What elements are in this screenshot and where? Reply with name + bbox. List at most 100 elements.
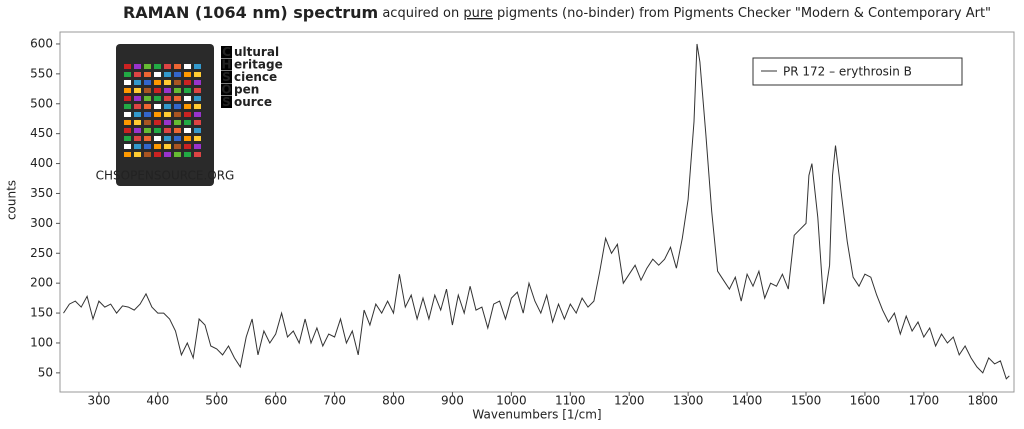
pigment-swatch <box>154 88 161 93</box>
title-underlined: pure <box>463 6 493 21</box>
pigment-swatch <box>184 88 191 93</box>
pigment-swatch <box>144 112 151 117</box>
pigment-swatch <box>134 128 141 133</box>
inset-footer: CHSOPENSOURCE.ORG <box>96 169 235 183</box>
pigment-swatch <box>194 120 201 125</box>
title-bold: RAMAN (1064 nm) spectrum <box>123 3 378 22</box>
pigment-swatch <box>134 80 141 85</box>
title-text: acquired on <box>378 6 463 21</box>
pigment-swatch <box>144 64 151 69</box>
x-axis-label: Wavenumbers [1/cm] <box>472 408 601 422</box>
pigment-swatch <box>174 104 181 109</box>
spectrum-line <box>63 43 1010 380</box>
pigment-swatch <box>194 136 201 141</box>
pigment-swatch <box>144 128 151 133</box>
y-tick-label: 100 <box>30 335 53 349</box>
pigment-swatch <box>164 80 171 85</box>
inset-letter: C <box>222 45 231 59</box>
pigment-swatch <box>124 144 131 149</box>
x-tick-label: 1700 <box>909 394 940 408</box>
inset-word: pen <box>234 83 259 97</box>
pigment-swatch <box>164 64 171 69</box>
pigment-swatch <box>184 136 191 141</box>
x-tick-label: 1000 <box>496 394 527 408</box>
pigment-swatch <box>184 80 191 85</box>
pigment-swatch <box>164 88 171 93</box>
pigment-swatch <box>124 112 131 117</box>
letter-box <box>221 96 232 108</box>
pigment-swatch <box>124 88 131 93</box>
pigment-swatch <box>164 112 171 117</box>
pigment-swatch <box>154 144 161 149</box>
pigment-swatch <box>144 104 151 109</box>
inset-word: ultural <box>234 45 279 59</box>
pigment-swatch <box>164 152 171 157</box>
inset-letter: O <box>221 83 231 97</box>
inset-letter: S <box>222 70 231 84</box>
x-tick-label: 800 <box>382 394 405 408</box>
plot-frame <box>59 31 1015 393</box>
letter-box <box>221 83 232 96</box>
pigment-swatch <box>194 112 201 117</box>
pigment-swatch <box>174 120 181 125</box>
pigment-swatch <box>164 128 171 133</box>
pigment-swatch <box>194 104 201 109</box>
pigment-swatch <box>164 104 171 109</box>
letter-box <box>221 58 232 71</box>
pigment-swatch <box>174 128 181 133</box>
pigment-swatch <box>174 144 181 149</box>
pigment-swatch <box>194 96 201 101</box>
y-tick-label: 450 <box>30 126 53 140</box>
pigment-swatch <box>184 128 191 133</box>
pigment-swatch <box>134 136 141 141</box>
pigment-swatch <box>134 112 141 117</box>
pigment-swatch <box>154 72 161 77</box>
pigment-swatch <box>184 112 191 117</box>
pigment-swatch <box>124 104 131 109</box>
y-tick-label: 350 <box>30 186 53 200</box>
x-tick-label: 600 <box>264 394 287 408</box>
x-tick-label: 1300 <box>673 394 704 408</box>
pigment-swatch <box>144 120 151 125</box>
y-tick-label: 500 <box>30 96 53 110</box>
pigment-swatch <box>124 96 131 101</box>
pigment-swatch <box>134 96 141 101</box>
pigment-swatch <box>134 64 141 69</box>
pigment-swatch <box>164 144 171 149</box>
letter-box <box>221 71 232 83</box>
x-tick-label: 300 <box>87 394 110 408</box>
pigment-swatch <box>194 80 201 85</box>
pigment-swatch <box>194 88 201 93</box>
pigment-swatch <box>124 64 131 69</box>
inset-word: eritage <box>234 58 283 72</box>
pigment-swatch <box>154 136 161 141</box>
inset-word: ource <box>234 95 272 109</box>
inset-letter: H <box>221 58 231 72</box>
x-tick-label: 1200 <box>614 394 645 408</box>
pigment-swatch <box>154 128 161 133</box>
pigment-swatch <box>194 144 201 149</box>
y-tick-label: 200 <box>30 276 53 290</box>
pigment-swatch <box>154 112 161 117</box>
y-tick-label: 550 <box>30 66 53 80</box>
legend-label: PR 172 – erythrosin B <box>783 65 912 79</box>
pigment-swatch <box>184 120 191 125</box>
pigment-swatch <box>194 152 201 157</box>
pigment-swatch <box>154 104 161 109</box>
pigment-swatch <box>144 152 151 157</box>
pigment-swatch <box>174 96 181 101</box>
pigment-swatch <box>194 128 201 133</box>
y-axis-label: counts <box>5 180 19 220</box>
pigment-swatch <box>154 120 161 125</box>
inset-word: cience <box>234 70 277 84</box>
pigment-swatch <box>134 120 141 125</box>
pigment-swatch <box>154 64 161 69</box>
inset-letter: S <box>222 95 231 109</box>
pigment-swatch <box>184 64 191 69</box>
pigment-swatch <box>134 72 141 77</box>
pigment-swatch <box>144 96 151 101</box>
pigment-swatch <box>134 152 141 157</box>
